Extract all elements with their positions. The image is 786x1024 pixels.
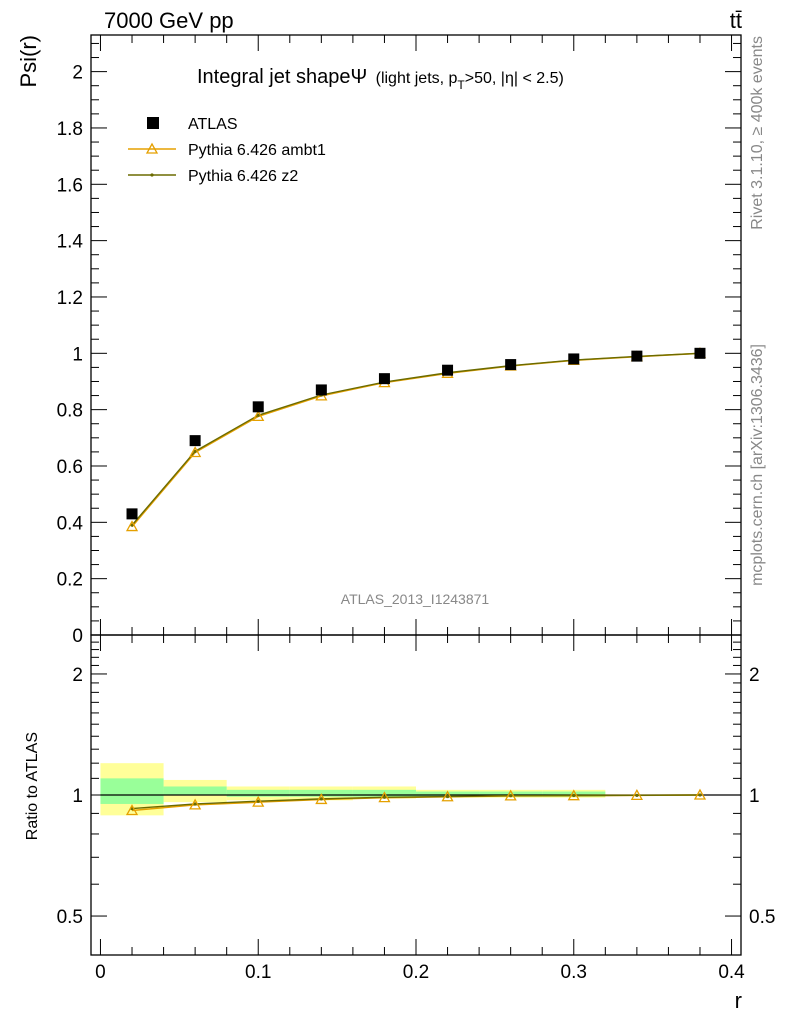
energy-label: 7000 GeV pp — [104, 8, 234, 33]
main-y-tick-label: 0.2 — [57, 570, 83, 591]
ambt1-ratio-point — [252, 795, 265, 807]
z2-ratio-point — [698, 793, 702, 797]
z2-point — [193, 449, 197, 453]
main-y-tick-label: 1.6 — [57, 175, 83, 196]
ratio-band-green-bin — [416, 791, 480, 797]
main-y-tick-label: 2 — [72, 63, 83, 84]
z2-ratio-point — [445, 794, 450, 799]
ambt1-ratio-point — [189, 798, 202, 810]
x-tick-label: 0.4 — [718, 962, 745, 983]
ambt1-point — [252, 410, 265, 422]
atlas-point — [189, 435, 201, 447]
z2-ratio-point — [319, 797, 323, 801]
ratio-y-tick-label: 2 — [72, 665, 83, 686]
ambt1-ratio-point — [378, 791, 391, 803]
ambt1-point — [125, 520, 139, 532]
legend-ambt1-label: Pythia 6.426 ambt1 — [188, 142, 326, 159]
legend-z2-label: Pythia 6.426 z2 — [188, 168, 298, 185]
main-y-tick-label: 0.8 — [57, 401, 83, 422]
ratio-y-tick-label-right: 1 — [749, 786, 760, 807]
ratio-uncertainty-bands — [100, 763, 741, 816]
mcplots-label: mcplots.cern.ch [arXiv:1306.3436] — [749, 344, 766, 586]
rivet-version-label: Rivet 3.1.10, ≥ 400k events — [749, 36, 766, 230]
ratio-band-green-bin — [226, 789, 290, 797]
main-y-tick-label: 1.4 — [57, 232, 84, 253]
ratio-y-tick-label-right: 0.5 — [749, 907, 775, 928]
ambt1-ratio-point — [630, 789, 643, 800]
main-y-tick-label: 1.2 — [57, 288, 83, 309]
atlas-point — [505, 359, 517, 371]
atlas-point — [631, 350, 643, 362]
ambt1-ratio-point — [441, 790, 454, 802]
atlas-point — [442, 364, 454, 376]
atlas-point — [315, 384, 327, 396]
z2-point — [130, 523, 134, 527]
ratio-y-tick-label: 0.5 — [57, 907, 83, 928]
z2-ratio-point — [382, 795, 387, 799]
z2-ratio-point — [572, 793, 576, 798]
legend-ambt1-marker — [145, 142, 159, 154]
z2-point — [256, 413, 260, 417]
ambt1-ratio-point — [125, 804, 139, 816]
ratio-y-tick-label: 1 — [72, 786, 83, 807]
ratio-band-green-bin — [163, 786, 227, 795]
plot-title: Integral jet shapeΨ (light jets, pT>50, … — [197, 66, 564, 92]
legend-atlas-label: ATLAS — [188, 116, 238, 133]
x-tick-label: 0.1 — [245, 962, 271, 983]
legend-atlas-marker — [147, 117, 159, 129]
ambt1-point — [189, 446, 202, 458]
main-y-tick-label: 0.6 — [57, 457, 83, 478]
main-y-tick-label: 1 — [72, 344, 83, 365]
z2-line — [131, 352, 701, 526]
atlas-point — [378, 373, 390, 385]
z2-ratio-point — [193, 802, 197, 806]
atlas-point — [252, 401, 264, 413]
ratio-y-tick-label-right: 2 — [749, 665, 760, 686]
ambt1-line — [131, 352, 701, 528]
x-tick-label: 0.3 — [561, 962, 587, 983]
ambt1-ratio-point — [504, 789, 517, 801]
z2-ratio-line — [131, 794, 700, 810]
ratio-band-green-bin — [100, 778, 164, 804]
process-label: tt̄ — [730, 8, 742, 33]
ambt1-ratio-point — [693, 788, 707, 800]
atlas-data-points — [126, 347, 706, 520]
x-axis-label: r — [735, 988, 742, 1013]
z2-ratio-point — [635, 793, 639, 797]
axes: 0 0.2 0.4 0.6 0.8 1 1.2 1.4 1.6 1.8 2 0.5 0.5 1 1 2 2 0 0.… — [57, 34, 775, 983]
atlas-point — [126, 508, 138, 520]
analysis-watermark: ATLAS_2013_I1243871 — [341, 591, 490, 607]
main-y-axis-label: Psi(r) — [16, 35, 41, 88]
legend-z2-marker — [150, 173, 154, 177]
main-mc-lines — [125, 346, 707, 532]
z2-ratio-point — [256, 799, 260, 803]
ambt1-ratio-point — [567, 789, 580, 801]
x-tick-label: 0.2 — [403, 962, 429, 983]
main-y-tick-label: 0.4 — [57, 513, 84, 534]
ratio-y-axis-label: Ratio to ATLAS — [24, 732, 41, 840]
main-y-tick-label: 0 — [72, 626, 83, 647]
x-tick-label: 0 — [95, 962, 106, 983]
atlas-point — [694, 347, 706, 359]
ambt1-ratio-point — [315, 793, 328, 805]
z2-ratio-point — [509, 794, 513, 798]
atlas-point — [568, 353, 580, 365]
ratio-mc-lines — [125, 788, 707, 816]
main-y-tick-label: 1.8 — [57, 119, 83, 140]
